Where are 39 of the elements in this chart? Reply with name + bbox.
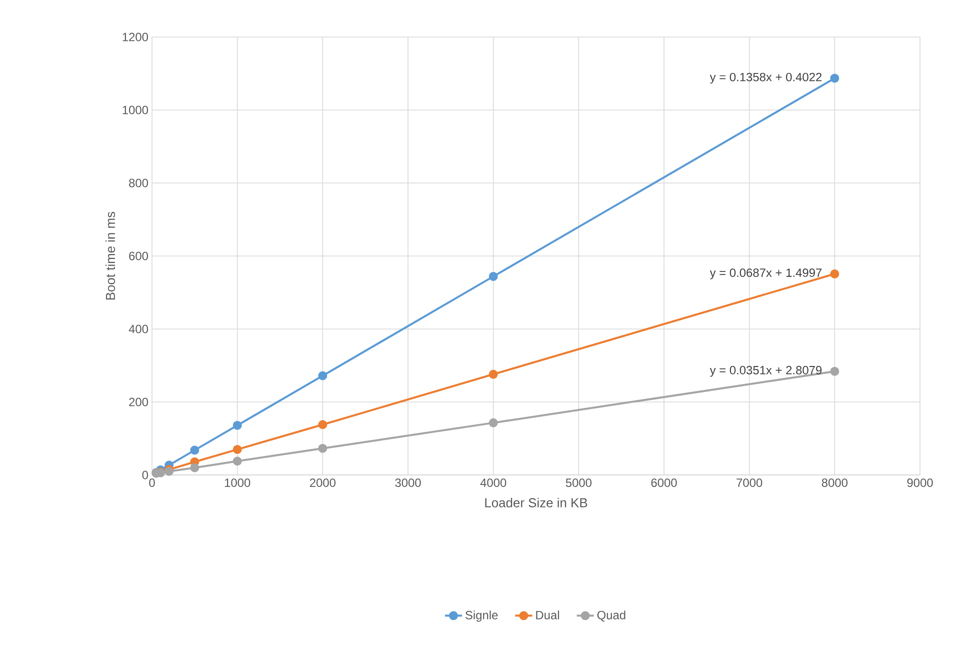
x-tick-label: 5000	[566, 478, 592, 487]
point	[318, 371, 328, 380]
point	[830, 74, 840, 83]
point	[318, 444, 328, 453]
legend-label: Quad	[597, 610, 626, 622]
annotation: y = 0.0351x + 2.8079	[710, 366, 822, 377]
point	[232, 456, 242, 466]
point	[318, 420, 328, 430]
x-tick-label: 7000	[736, 478, 762, 487]
point	[488, 272, 498, 281]
point	[232, 420, 242, 430]
x-tick-label: 3000	[395, 478, 421, 487]
x-tick-label: 8000	[822, 478, 848, 487]
point	[190, 463, 200, 472]
y-tick-label: 600	[129, 252, 148, 260]
point	[488, 370, 498, 379]
y-tick-label: 800	[129, 178, 148, 188]
point	[488, 418, 498, 428]
point	[232, 444, 242, 454]
x-tick-label: 2000	[310, 478, 336, 487]
y-tick-label: 200	[129, 398, 148, 406]
y-tick-label: 1200	[122, 32, 148, 42]
y-axis-title: Boot time in ms	[106, 212, 116, 300]
x-tick-label: 6000	[651, 478, 677, 487]
y-tick-label: 400	[128, 324, 148, 334]
point	[830, 269, 840, 278]
y-tick-label: 1000	[122, 106, 148, 114]
x-tick-label: 4000	[480, 478, 506, 487]
x-tick-label: 1000	[224, 478, 250, 487]
annotation: y = 0.1358x + 0.4022	[710, 72, 822, 84]
legend-label: Dual	[536, 610, 559, 620]
legend-label: Signle	[466, 610, 498, 622]
x-axis-title: Loader Size in KB	[485, 498, 588, 508]
point	[190, 446, 200, 455]
x-tick-label: 9000	[907, 478, 933, 487]
point	[830, 366, 840, 376]
x-tick-label: 0	[149, 478, 155, 487]
y-tick-label: 0	[142, 470, 148, 480]
annotation: y = 0.0687x + 1.4997	[710, 268, 822, 280]
